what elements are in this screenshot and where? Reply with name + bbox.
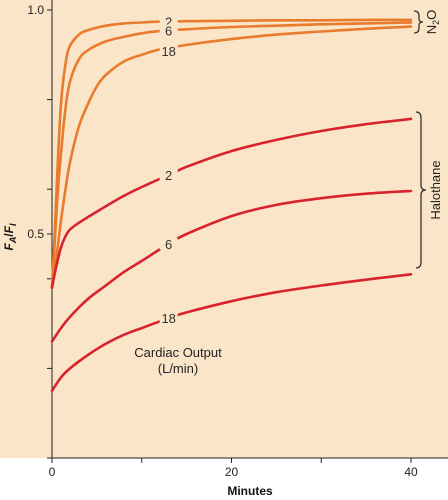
halothane-curve-label-bg-18 <box>159 312 178 325</box>
n2o-label-sub: 2 <box>431 20 441 25</box>
n2o-curve-2 <box>50 18 413 290</box>
y-axis-title-f2: F <box>2 225 16 233</box>
halothane-brace <box>415 111 427 269</box>
x-tick-label-20: 20 <box>225 465 239 479</box>
n2o-curve-label-18: 18 <box>161 44 175 59</box>
n2o-curve-label-bg-6 <box>159 24 178 37</box>
y-axis-title-sub-a: A <box>8 237 18 245</box>
halothane-curve-label-2: 2 <box>165 168 172 183</box>
halothane-curve-label-6: 6 <box>165 237 172 252</box>
n2o-curve-label-2: 2 <box>165 14 172 29</box>
n2o-curve-label-6: 6 <box>165 23 172 38</box>
y-tick-label-1: 1.0 <box>27 3 44 17</box>
halothane-curve-label-bg-2 <box>159 168 178 181</box>
halothane-curve-label-18: 18 <box>161 311 175 326</box>
annotation-line-2: (L/min) <box>158 361 198 376</box>
x-tick-label-0: 0 <box>49 465 56 479</box>
halothane-group-label: Halothane <box>428 160 443 219</box>
axis-ticks: 0 20 40 0.5 1.0 <box>27 3 418 479</box>
y-axis-title: FA/FI <box>2 223 18 251</box>
halothane-curve-18 <box>50 273 413 393</box>
halothane-curve-6 <box>50 189 413 343</box>
x-tick-label-40: 40 <box>404 465 418 479</box>
y-axis-title-sub-i: I <box>8 223 18 226</box>
n2o-label-o: O <box>424 10 439 20</box>
x-axis-title: Minutes <box>227 484 273 498</box>
n2o-curve-18 <box>50 25 413 290</box>
halothane-curve-2 <box>50 117 413 290</box>
y-axis-title-f: F <box>2 243 16 251</box>
n2o-curve-label-bg-18 <box>159 44 178 57</box>
annotation-line-1: Cardiac Output <box>134 345 222 360</box>
n2o-curve-6 <box>50 21 413 290</box>
n2o-group-label: N2O <box>424 10 441 35</box>
y-tick-label-0.5: 0.5 <box>27 227 44 241</box>
plot-background <box>0 0 448 458</box>
halothane-curve-label-bg-6 <box>159 237 178 250</box>
n2o-brace <box>413 10 424 34</box>
n2o-label-n: N <box>424 25 439 34</box>
y-axis-title-slash: / <box>2 233 16 237</box>
